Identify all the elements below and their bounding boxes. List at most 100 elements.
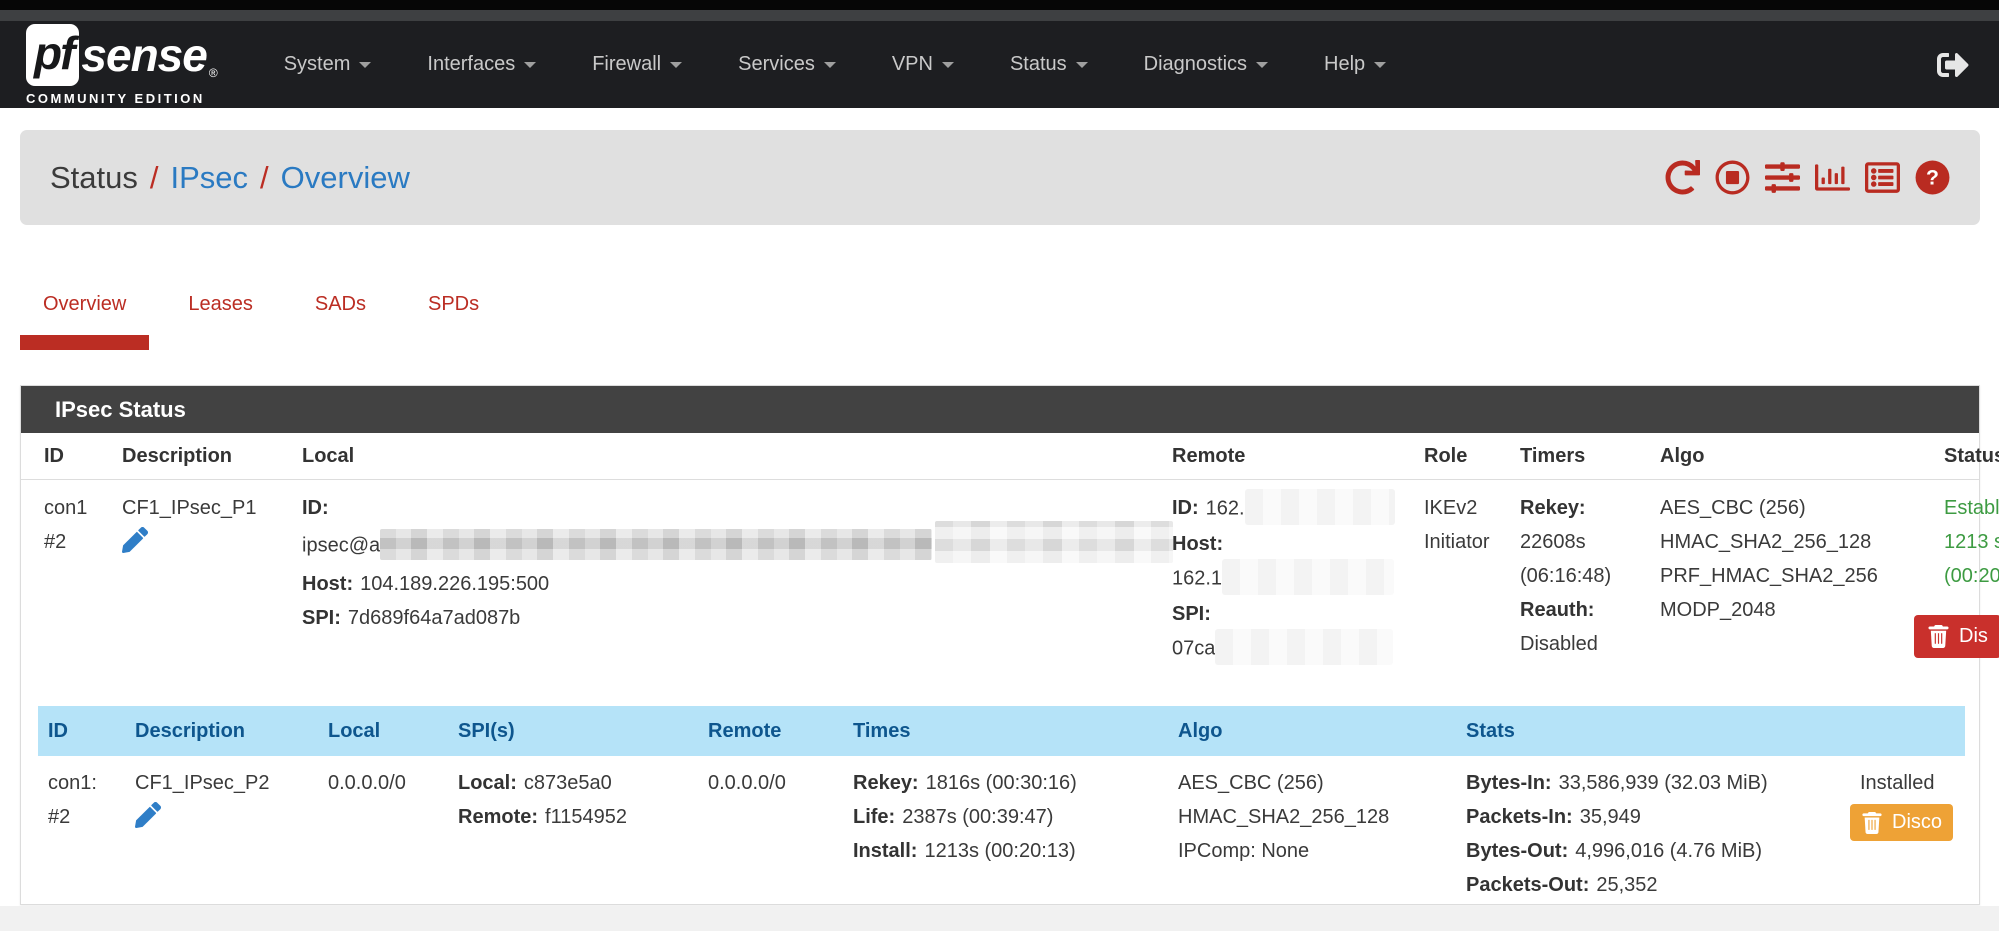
sign-out-icon[interactable] <box>1937 49 1969 81</box>
menu-item-services[interactable]: Services <box>710 53 864 76</box>
bytes-in-label: Bytes-In: <box>1466 772 1552 794</box>
bytes-in-value: 33,586,939 (32.03 MiB) <box>1558 772 1768 794</box>
install-value: 1213s (00:20:13) <box>924 840 1076 862</box>
col-header-status: Status <box>1944 445 1999 467</box>
algo-dh-group: MODP_2048 <box>1660 599 1776 621</box>
col-header-remote: Remote <box>1172 445 1246 467</box>
menu-label: System <box>283 53 351 75</box>
redacted-block <box>1215 629 1394 665</box>
tab-sads[interactable]: SADs <box>314 293 366 315</box>
menu-item-diagnostics[interactable]: Diagnostics <box>1116 53 1296 76</box>
refresh-icon[interactable] <box>1665 160 1700 195</box>
packets-in-label: Packets-In: <box>1466 806 1573 828</box>
menu-label: Services <box>738 53 815 75</box>
local-network-value: 0.0.0.0/0 <box>328 772 406 794</box>
remote-host-value: 162.1 <box>1172 567 1223 590</box>
stop-icon[interactable] <box>1715 160 1750 195</box>
col-header-id: ID <box>48 720 68 742</box>
cell-remote-network: 0.0.0.0/0 <box>698 756 843 912</box>
menu-item-interfaces[interactable]: Interfaces <box>399 53 564 76</box>
rekey-value: 1816s (00:30:16) <box>925 772 1077 794</box>
chevron-down-icon <box>823 61 836 68</box>
connection-number: #2 <box>44 531 67 553</box>
breadcrumb-link-ipsec[interactable]: IPsec <box>170 159 249 195</box>
cell-local-network: 0.0.0.0/0 <box>318 756 448 912</box>
col-header-algo: Algo <box>1660 445 1705 467</box>
chevron-down-icon <box>941 61 954 68</box>
page-bottom-margin <box>0 906 1999 931</box>
spi-remote-label: Remote: <box>458 806 539 828</box>
cell-id: con1: #2 <box>38 756 125 912</box>
cell-status: Installed Disco <box>1850 756 1999 912</box>
ipsec-status-panel: IPsec Status ID Description Local Remote… <box>20 385 1999 905</box>
menu-item-firewall[interactable]: Firewall <box>564 53 710 76</box>
list-icon[interactable] <box>1865 160 1900 195</box>
role-value: Initiator <box>1424 531 1490 553</box>
col-header-stats: Stats <box>1466 720 1515 742</box>
page-toolbar: ? <box>1665 160 1950 195</box>
connection-id: con1 <box>44 497 88 519</box>
menu-label: Help <box>1324 53 1366 75</box>
sliders-icon[interactable] <box>1765 160 1800 195</box>
breadcrumb-link-overview[interactable]: Overview <box>280 159 410 195</box>
ipsec-table-header-row: ID Description Local Remote Role Timers … <box>21 433 1999 480</box>
install-label: Install: <box>853 840 918 862</box>
disconnect-button-label: Dis <box>1959 625 1988 647</box>
redacted-block <box>935 521 1174 563</box>
tab-leases[interactable]: Leases <box>188 293 253 315</box>
menu-item-help[interactable]: Help <box>1296 53 1414 76</box>
help-icon[interactable]: ? <box>1915 160 1950 195</box>
breadcrumb-separator: / <box>260 159 269 195</box>
menu-item-vpn[interactable]: VPN <box>864 53 982 76</box>
breadcrumb: Status / IPsec / Overview <box>50 160 410 196</box>
disconnect-child-button[interactable]: Disco <box>1850 804 1954 841</box>
cell-role: IKEv2 Initiator <box>1418 480 1514 678</box>
reauth-value: Disabled <box>1520 633 1598 655</box>
packets-out-value: 25,352 <box>1596 874 1658 896</box>
algo-cipher: AES_CBC (256) <box>1178 772 1324 794</box>
cell-id: con1 #2 <box>38 480 116 678</box>
table-row: con1 #2 CF1_IPsec_P1 ID: ipsec@a Host: 10… <box>21 480 1999 678</box>
description-text: CF1_IPsec_P2 <box>135 772 270 794</box>
cell-times: Rekey: 1816s (00:30:16) Life: 2387s (00:39… <box>843 756 1168 912</box>
algo-cipher: AES_CBC (256) <box>1660 497 1806 519</box>
child-table-header-row: ID Description Local SPI(s) Remote Times… <box>38 706 1965 756</box>
pfsense-logo[interactable]: pf sense ® COMMUNITY EDITION <box>26 23 218 106</box>
col-header-spis: SPI(s) <box>458 720 515 742</box>
edit-pencil-icon[interactable] <box>135 802 161 839</box>
disconnect-button-label: Disco <box>1892 811 1943 833</box>
remote-spi-label: SPI: <box>1172 603 1211 625</box>
col-header-remote: Remote <box>708 720 782 742</box>
chevron-down-icon <box>524 61 537 68</box>
chevron-down-icon <box>1256 61 1269 68</box>
ike-version: IKEv2 <box>1424 497 1478 519</box>
disconnect-button[interactable]: Dis <box>1914 615 1999 658</box>
algo-hmac: HMAC_SHA2_256_128 <box>1660 531 1872 553</box>
breadcrumb-bar: Status / IPsec / Overview ? <box>20 130 1980 225</box>
cell-status: Establ 1213 s (00:20 Dis <box>1914 480 1999 678</box>
cell-description: CF1_IPsec_P1 <box>116 480 296 678</box>
navbar-top-accent <box>0 10 1999 21</box>
edit-pencil-icon[interactable] <box>122 527 148 564</box>
col-header-local: Local <box>302 445 355 467</box>
tab-overview[interactable]: Overview <box>20 290 150 350</box>
remote-id-label: ID: <box>1172 497 1199 520</box>
remote-spi-value: 07ca <box>1172 637 1216 660</box>
col-header-role: Role <box>1424 445 1468 467</box>
menu-item-system[interactable]: System <box>256 53 400 76</box>
logo-sense-text: sense <box>81 28 207 81</box>
algo-prf: PRF_HMAC_SHA2_256 <box>1660 565 1878 587</box>
redacted-block <box>380 528 933 560</box>
menu-label: VPN <box>891 53 933 75</box>
menu-item-status[interactable]: Status <box>982 53 1116 76</box>
status-established: Establ <box>1944 497 1999 519</box>
cell-stats: Bytes-In: 33,586,939 (32.03 MiB) Packets-… <box>1456 756 1850 912</box>
status-installed: Installed <box>1860 772 1935 794</box>
local-host-label: Host: <box>302 573 354 595</box>
rekey-time: (06:16:48) <box>1520 565 1612 587</box>
bar-chart-icon[interactable] <box>1815 160 1850 195</box>
algo-ipcomp: IPComp: None <box>1178 840 1310 862</box>
remote-host-label: Host: <box>1172 533 1224 555</box>
tab-spds[interactable]: SPDs <box>427 293 480 315</box>
redacted-block <box>1222 559 1395 595</box>
